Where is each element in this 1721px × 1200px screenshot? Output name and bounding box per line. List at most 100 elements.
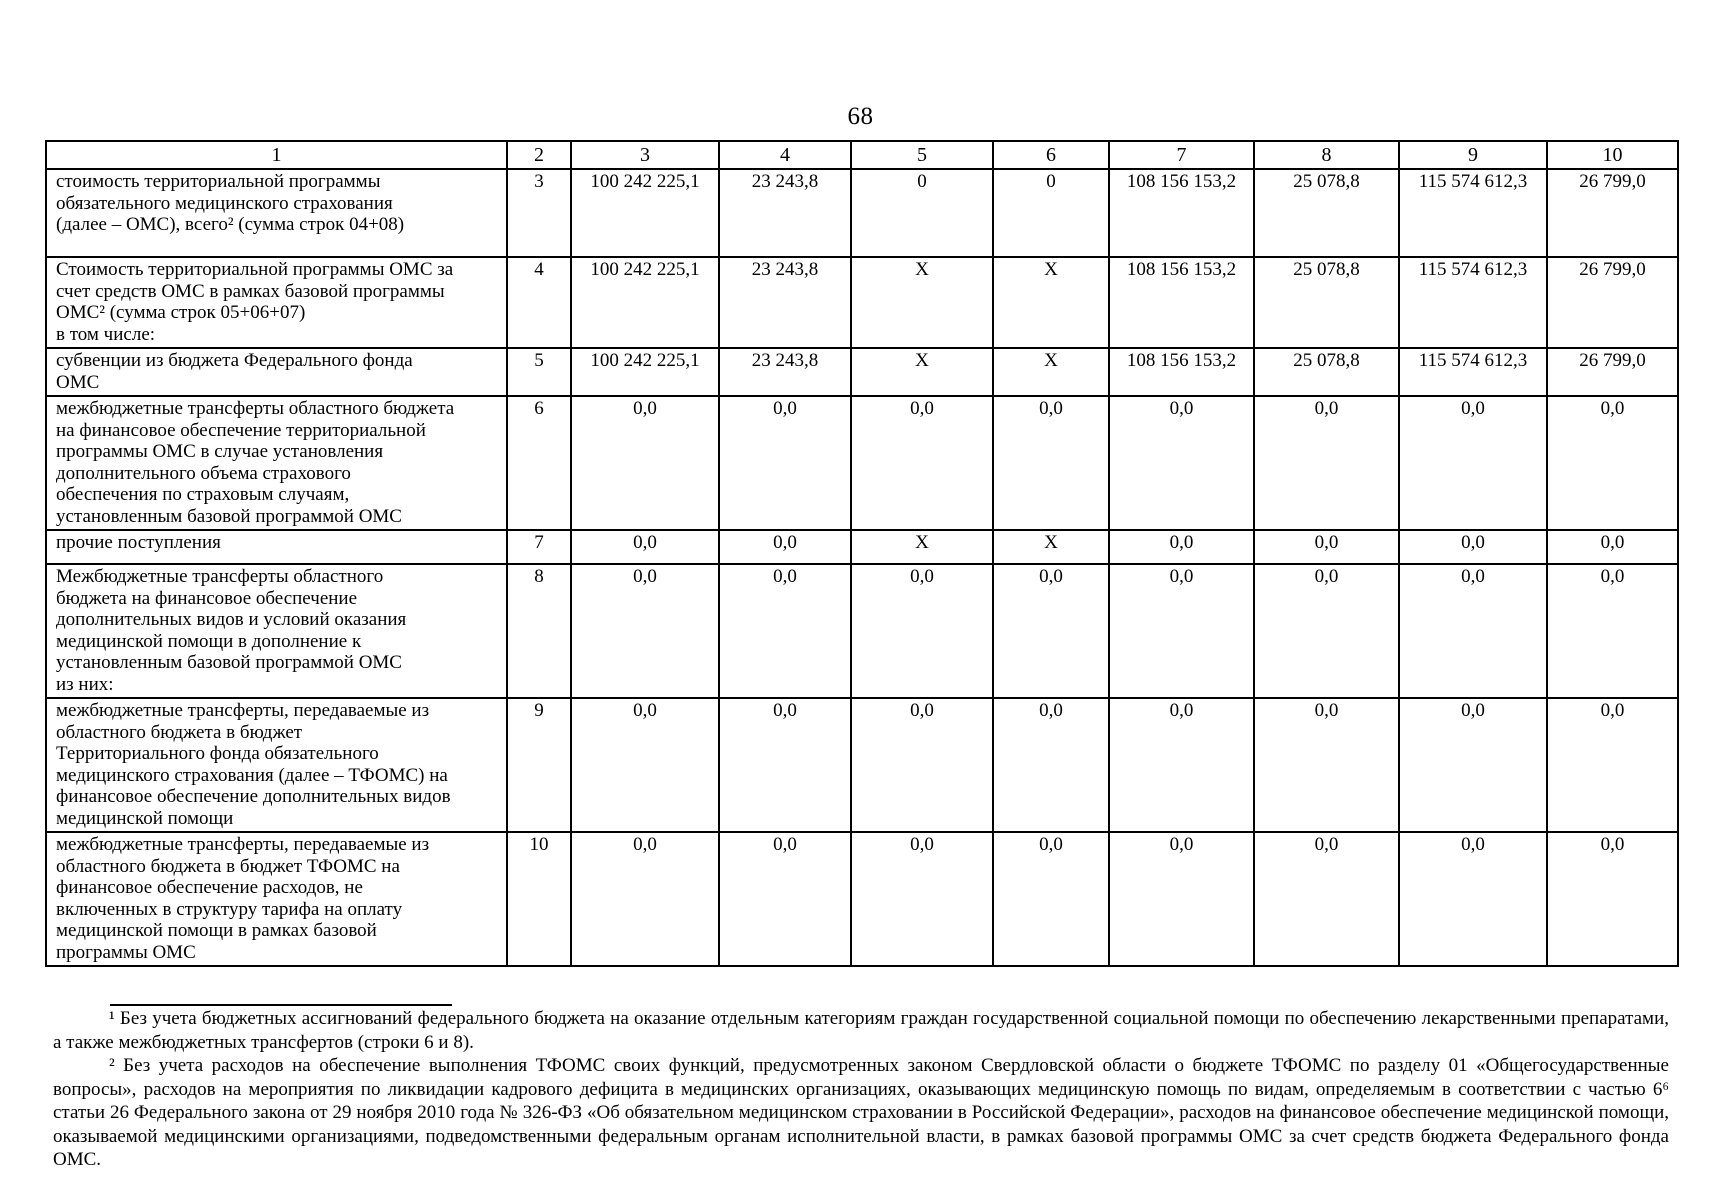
row-number: 7: [506, 529, 572, 565]
cell-value: X: [992, 529, 1110, 565]
cell-value: 0,0: [570, 563, 720, 699]
cell-value: 0,0: [570, 529, 720, 565]
cell-value: 0,0: [850, 395, 994, 531]
cell-value: 0,0: [570, 395, 720, 531]
column-header: 8: [1253, 140, 1400, 170]
cell-value: 25 078,8: [1253, 168, 1400, 258]
cell-value: 0,0: [1398, 831, 1548, 967]
cell-value: X: [850, 529, 994, 565]
cell-value: 0,0: [718, 563, 852, 699]
cell-value: 25 078,8: [1253, 347, 1400, 397]
footnote-separator-line: [110, 1004, 452, 1006]
cell-value: 0,0: [992, 395, 1110, 531]
cell-value: 0,0: [992, 831, 1110, 967]
cell-value: 0,0: [992, 697, 1110, 833]
cell-value: 0,0: [1253, 563, 1400, 699]
column-header: 9: [1398, 140, 1548, 170]
row-label: межбюджетные трансферты, передаваемые из…: [45, 831, 508, 967]
table-row: межбюджетные трансферты, передаваемые из…: [45, 697, 1679, 833]
cell-value: 0,0: [718, 529, 852, 565]
cell-value: 0,0: [850, 831, 994, 967]
footnote-2: ² Без учета расходов на обеспечение выпо…: [53, 1055, 1669, 1170]
cell-value: X: [992, 256, 1110, 349]
oms-territorial-program-cost-table: 1 2 3 4 5 6 7 8 9 10 стоимость территори…: [45, 140, 1679, 967]
table-row: Межбюджетные трансферты областного бюдже…: [45, 563, 1679, 699]
cell-value: 100 242 225,1: [570, 256, 720, 349]
row-number: 10: [506, 831, 572, 967]
cell-value: 0,0: [718, 395, 852, 531]
column-numbers-row: 1 2 3 4 5 6 7 8 9 10: [45, 140, 1679, 170]
cell-value: X: [992, 347, 1110, 397]
cell-value: 0,0: [1546, 395, 1679, 531]
table-row: прочие поступления 7 0,0 0,0 X X 0,0 0,0…: [45, 529, 1679, 565]
cell-value: 0,0: [850, 697, 994, 833]
table-row: субвенции из бюджета Федерального фонда …: [45, 347, 1679, 397]
cell-value: 108 156 153,2: [1108, 347, 1255, 397]
cell-value: 0: [850, 168, 994, 258]
cell-value: 0,0: [1108, 831, 1255, 967]
cell-value: 0,0: [718, 831, 852, 967]
cell-value: 0,0: [1253, 395, 1400, 531]
table-row: межбюджетные трансферты областного бюдже…: [45, 395, 1679, 531]
row-label: межбюджетные трансферты областного бюдже…: [45, 395, 508, 531]
column-header: 7: [1108, 140, 1255, 170]
row-number: 5: [506, 347, 572, 397]
page-number: 68: [847, 103, 874, 130]
cell-value: 0,0: [1253, 831, 1400, 967]
cell-value: 26 799,0: [1546, 347, 1679, 397]
cell-value: 0,0: [1398, 563, 1548, 699]
cell-value: 23 243,8: [718, 168, 852, 258]
cell-value: 0,0: [1253, 529, 1400, 565]
column-header: 6: [992, 140, 1110, 170]
row-label: прочие поступления: [45, 529, 508, 565]
cell-value: 0,0: [1108, 697, 1255, 833]
row-number: 4: [506, 256, 572, 349]
cell-value: 0,0: [570, 697, 720, 833]
cell-value: 0,0: [718, 697, 852, 833]
cell-value: 0,0: [850, 563, 994, 699]
cell-value: 100 242 225,1: [570, 347, 720, 397]
cell-value: 26 799,0: [1546, 256, 1679, 349]
cell-value: 100 242 225,1: [570, 168, 720, 258]
row-number: 6: [506, 395, 572, 531]
column-header: 10: [1546, 140, 1679, 170]
column-header: 5: [850, 140, 994, 170]
row-label: межбюджетные трансферты, передаваемые из…: [45, 697, 508, 833]
cell-value: X: [850, 347, 994, 397]
column-header: 3: [570, 140, 720, 170]
row-number: 9: [506, 697, 572, 833]
column-header: 2: [506, 140, 572, 170]
cell-value: 0,0: [1398, 697, 1548, 833]
row-number: 8: [506, 563, 572, 699]
cell-value: 0,0: [1546, 563, 1679, 699]
cell-value: 23 243,8: [718, 256, 852, 349]
cell-value: 0,0: [1546, 697, 1679, 833]
cell-value: 0,0: [1108, 529, 1255, 565]
cell-value: 115 574 612,3: [1398, 168, 1548, 258]
row-label: стоимость территориальной программы обяз…: [45, 168, 508, 258]
cell-value: 0,0: [1398, 395, 1548, 531]
footnotes-section: ¹ Без учета бюджетных ассигнований федер…: [53, 1004, 1669, 1172]
cell-value: 0,0: [1108, 563, 1255, 699]
row-label: субвенции из бюджета Федерального фонда …: [45, 347, 508, 397]
cell-value: 108 156 153,2: [1108, 256, 1255, 349]
cell-value: 0,0: [1253, 697, 1400, 833]
row-number: 3: [506, 168, 572, 258]
cell-value: 0: [992, 168, 1110, 258]
cell-value: 115 574 612,3: [1398, 347, 1548, 397]
table-row: Стоимость территориальной программы ОМС …: [45, 256, 1679, 349]
cell-value: 25 078,8: [1253, 256, 1400, 349]
column-header: 4: [718, 140, 852, 170]
cell-value: 0,0: [1108, 395, 1255, 531]
table-row: стоимость территориальной программы обяз…: [45, 168, 1679, 258]
cell-value: 0,0: [570, 831, 720, 967]
cell-value: 108 156 153,2: [1108, 168, 1255, 258]
cell-value: 26 799,0: [1546, 168, 1679, 258]
column-header: 1: [45, 140, 508, 170]
cell-value: X: [850, 256, 994, 349]
row-label: Стоимость территориальной программы ОМС …: [45, 256, 508, 349]
cell-value: 0,0: [1546, 529, 1679, 565]
table-row: межбюджетные трансферты, передаваемые из…: [45, 831, 1679, 967]
cell-value: 0,0: [1546, 831, 1679, 967]
